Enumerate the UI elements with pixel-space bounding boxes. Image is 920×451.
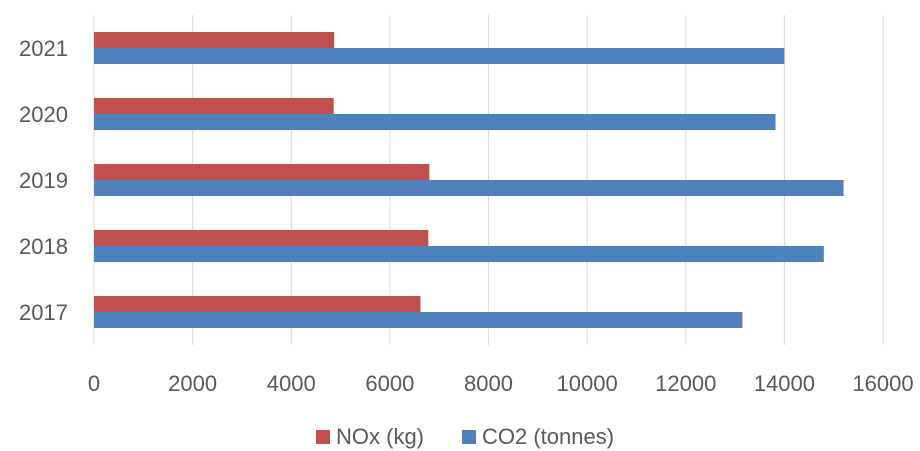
x-tick-label: 2000 <box>168 371 217 396</box>
bars <box>94 32 844 328</box>
bar-co2-2021 <box>94 48 785 64</box>
x-axis-labels: 0 2000 4000 6000 8000 10000 12000 14000 16000 <box>88 371 914 396</box>
x-tick-label: 12000 <box>655 371 716 396</box>
bar-nox-2019 <box>94 164 430 180</box>
y-tick-label: 2019 <box>19 168 68 193</box>
y-tick-label: 2018 <box>19 234 68 259</box>
x-tick-label: 6000 <box>365 371 414 396</box>
x-tick-label: 4000 <box>267 371 316 396</box>
x-tick-label: 8000 <box>464 371 513 396</box>
bar-nox-2021 <box>94 32 335 48</box>
legend-swatch <box>316 430 330 444</box>
y-axis-labels: 2017 2018 2019 2020 2021 <box>19 36 68 325</box>
bar-co2-2019 <box>94 180 844 196</box>
legend-swatch <box>462 430 476 444</box>
y-tick-label: 2020 <box>19 102 68 127</box>
bar-nox-2018 <box>94 230 429 246</box>
bar-co2-2020 <box>94 114 776 130</box>
legend-label: CO2 (tonnes) <box>482 424 614 449</box>
x-tick-label: 0 <box>88 371 100 396</box>
y-tick-label: 2017 <box>19 300 68 325</box>
bar-co2-2017 <box>94 312 743 328</box>
legend: NOx (kg) CO2 (tonnes) <box>316 424 614 449</box>
x-tick-label: 14000 <box>754 371 815 396</box>
bar-co2-2018 <box>94 246 824 262</box>
x-tick-label: 10000 <box>557 371 618 396</box>
bar-nox-2017 <box>94 296 421 312</box>
bar-nox-2020 <box>94 98 334 114</box>
y-tick-label: 2021 <box>19 36 68 61</box>
x-tick-label: 16000 <box>852 371 913 396</box>
legend-label: NOx (kg) <box>336 424 424 449</box>
